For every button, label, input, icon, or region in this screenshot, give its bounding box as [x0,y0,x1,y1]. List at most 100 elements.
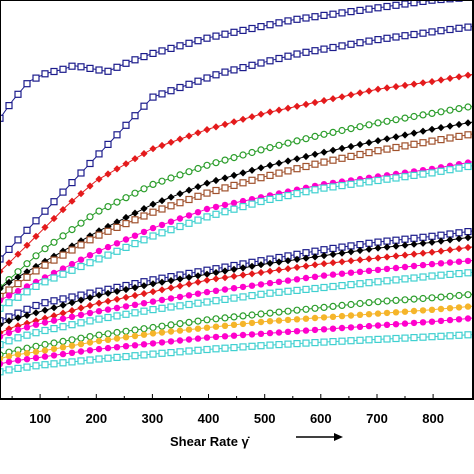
series-7-point [257,197,265,206]
series-8-point [446,230,454,238]
series-10-point [401,251,409,259]
series-15-point [311,326,319,334]
series-9-point [356,246,364,255]
series-3-point [329,128,337,136]
series-7 [0,161,474,312]
series-16-point [275,341,283,349]
series-4-point [275,159,283,167]
series-3-point [248,148,256,157]
series-2-point [59,206,67,214]
x-tick-label: 500 [254,411,276,426]
series-1-point [302,48,310,56]
series-4 [0,119,474,292]
series-3-point [221,156,229,164]
series-4-point [95,227,103,235]
series-16-point [5,366,13,374]
series-5-point [203,189,211,197]
series-0-point [23,80,31,88]
series-10-point [5,325,13,333]
series-11-point [338,270,346,277]
series-1-point [5,245,13,253]
series-12-point [221,295,229,303]
series-8-point [338,243,346,251]
series-15-point [104,344,112,352]
series-11-point [104,306,112,313]
series-15-point [5,358,13,366]
series-12-point [131,309,139,317]
series-7-point [95,255,103,263]
series-12-point [257,290,265,298]
series-12-point [212,297,220,305]
series-11-point [302,274,310,282]
series-16-point [464,331,472,339]
series-9-point [293,255,301,263]
series-16-point [194,346,202,354]
series-10-point [455,245,463,253]
series-2-point [113,165,121,173]
series-14-point [194,325,202,332]
series-4-point [419,127,427,135]
series-11-point [266,279,274,287]
series-13-point [50,339,58,347]
series-15-point [266,329,274,337]
series-16-point [77,357,85,365]
series-15-point [221,333,229,340]
series-6-point [5,292,13,299]
series-7-point [212,210,220,218]
series-13-point [140,325,148,333]
series-12-point [347,281,355,289]
series-0-point [140,52,148,61]
series-8-point [437,231,445,239]
series-9-point [50,304,58,312]
series-8-point [464,228,472,236]
series-1-point [293,50,301,58]
series-10-point [320,260,328,268]
series-15-point [32,354,40,362]
series-12-point [446,270,454,278]
series-15-point [86,347,94,354]
series-15-point [302,327,310,334]
series-12 [0,268,474,349]
series-3-point [320,130,328,138]
series-10 [0,243,474,337]
series-11-point [176,293,184,301]
series-3-point [338,126,346,135]
series-15-point [464,315,472,322]
series-6-point [176,215,184,222]
series-12-point [365,279,373,287]
series-11-point [68,313,76,320]
series-5-point [311,160,319,168]
series-9-point [248,262,256,270]
series-5 [0,129,474,300]
series-0-point [131,56,139,64]
series-9-point [203,270,211,278]
series-14-point [113,335,121,342]
series-2-point [329,95,337,103]
series-13-point [68,336,76,344]
series-12-point [338,282,346,290]
series-5-point [5,286,13,294]
series-1-point [50,198,58,206]
series-5-point [239,179,247,187]
series-2-point [347,91,355,99]
series-2-point [266,108,274,116]
series-6-point [212,203,220,211]
series-8-point [401,235,409,243]
series-16-point [419,333,427,341]
series-16-point [329,338,337,346]
series-15-point [203,334,211,341]
series-16-point [23,363,31,371]
series-0-point [32,74,40,82]
series-14-point [383,309,391,317]
series-14-point [257,318,265,326]
series-7-point [50,274,58,282]
series-1-point [104,140,112,148]
series-3-point [41,245,49,253]
series-16-point [230,344,238,352]
series-1-point [140,102,148,110]
series-5-point [194,192,202,200]
series-12-point [419,273,427,281]
series-14-point [221,322,229,329]
series-0-point [230,28,238,36]
series-16-point [302,339,310,347]
